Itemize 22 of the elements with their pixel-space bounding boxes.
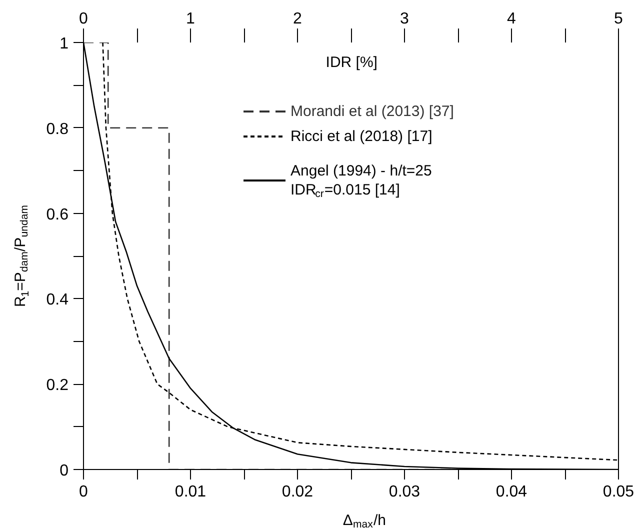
x2-tick-label: 5: [614, 10, 624, 28]
x2-tick-label: 2: [293, 10, 302, 28]
x2-tick-label: 3: [400, 10, 410, 28]
x-tick-label: 0.01: [174, 484, 206, 500]
legend-label: Ricci et al (2018) [17]: [290, 128, 432, 145]
y-tick-label: 0: [60, 462, 69, 480]
y-tick-label: 0.8: [46, 120, 69, 138]
x-tick-label: 0: [79, 484, 88, 500]
x-tick-label: 0.03: [388, 484, 420, 500]
y-tick-label: 0.4: [46, 292, 69, 309]
legend-label: Morandi et al (2013) [37]: [290, 103, 454, 120]
y-axis-title: R1=Pdam/Pundam: [12, 204, 32, 307]
x2-axis-title: IDR [%]: [326, 54, 378, 71]
x-tick-label: 0.05: [602, 484, 634, 500]
x2-tick-label: 0: [79, 10, 88, 28]
y-tick-label: 1: [60, 36, 69, 52]
y-tick-label: 0.2: [46, 377, 69, 394]
x2-tick-label: 1: [186, 10, 196, 28]
x2-tick-label: 4: [507, 10, 516, 28]
y-tick-label: 0.6: [46, 206, 69, 224]
x-tick-label: 0.04: [496, 484, 528, 500]
x-tick-label: 0.02: [282, 484, 314, 500]
